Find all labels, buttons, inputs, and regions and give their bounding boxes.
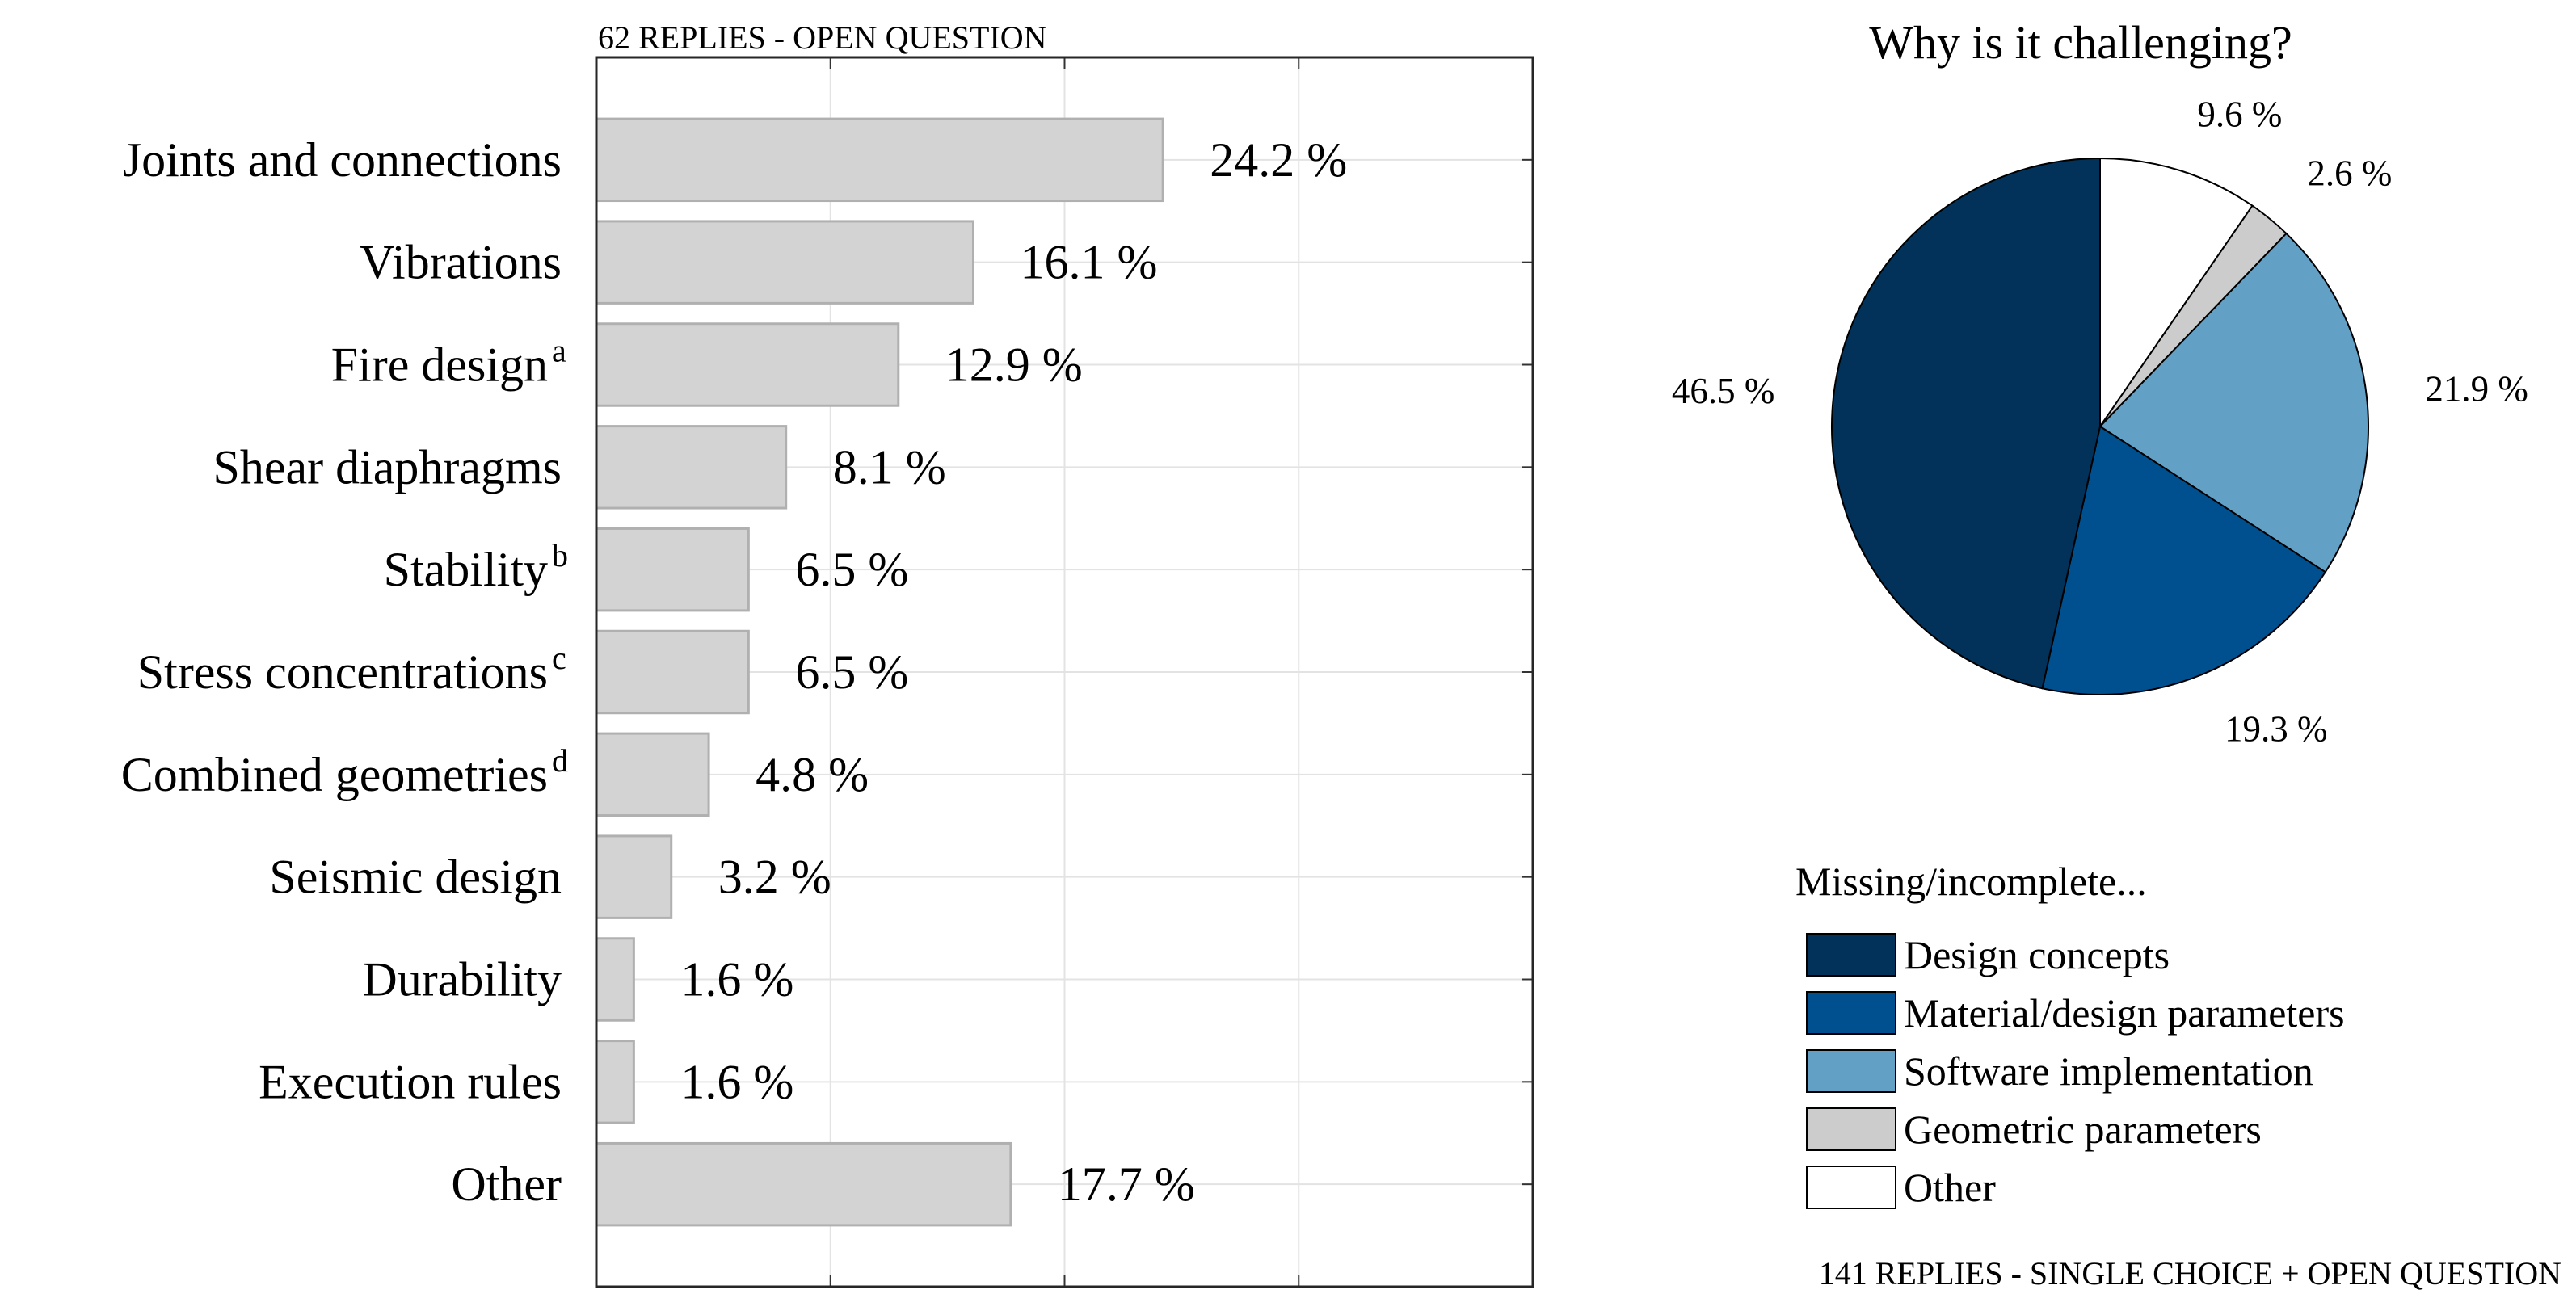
slice-label: 19.3 %	[2225, 709, 2328, 750]
pie-slice	[2041, 425, 2327, 695]
slice-label: 46.5 %	[1672, 371, 1775, 411]
legend-swatch	[1806, 1049, 1896, 1093]
bar-chart-title: 62 REPLIES - OPEN QUESTION	[598, 19, 1047, 56]
value-label: 8.1 %	[833, 440, 946, 494]
bar	[595, 527, 750, 612]
legend-title: Missing/incomplete...	[1795, 859, 2147, 904]
slice-label: 2.6 %	[2307, 153, 2392, 193]
value-label: 6.5 %	[795, 543, 908, 596]
bar	[595, 937, 635, 1022]
bar	[595, 220, 974, 305]
category-label: Execution rules	[259, 1055, 562, 1108]
bar	[595, 1141, 1012, 1227]
bar	[595, 117, 1164, 203]
pie-chart: 9.6 % 2.6 % 21.9 % 19.3 % 46.5 %	[1672, 94, 2528, 749]
value-label: 16.1 %	[1020, 236, 1157, 289]
bar	[595, 629, 750, 715]
legend-label: Software implementation	[1904, 1048, 2313, 1094]
category-label: Combined geometries	[121, 748, 548, 801]
legend-label: Design concepts	[1904, 932, 2170, 977]
legend-label: Other	[1904, 1165, 1996, 1210]
category-label: Stability	[384, 543, 548, 596]
category-label: Durability	[362, 953, 562, 1006]
pie-slice	[1831, 157, 2101, 690]
bar	[595, 1040, 635, 1124]
legend-label: Geometric parameters	[1904, 1107, 2262, 1152]
value-label: 4.8 %	[756, 748, 869, 801]
legend-swatch	[1806, 1166, 1896, 1209]
category-footnote-mark: d	[552, 742, 568, 779]
category-footnote-mark: a	[552, 333, 566, 369]
value-label: 3.2 %	[718, 851, 831, 904]
category-label: Other	[451, 1157, 562, 1211]
category-label: Shear diaphragms	[213, 440, 562, 494]
category-label: Vibrations	[360, 236, 562, 289]
category-footnote-mark: c	[552, 640, 566, 676]
value-label: 1.6 %	[680, 1055, 793, 1108]
pie-slice	[2098, 232, 2370, 573]
category-label: Stress concentrations	[137, 645, 548, 699]
value-label: 17.7 %	[1058, 1157, 1195, 1211]
bar	[595, 732, 710, 817]
bar	[595, 425, 788, 510]
category-label: Joints and connections	[123, 133, 562, 187]
value-label: 12.9 %	[945, 338, 1083, 392]
category-label: Seismic design	[269, 851, 562, 904]
category-footnote-mark: b	[552, 537, 568, 573]
bar	[595, 322, 900, 407]
legend-swatch	[1806, 933, 1896, 977]
slice-label: 9.6 %	[2197, 94, 2282, 134]
pie-footnote: 141 REPLIES - SINGLE CHOICE + OPEN QUEST…	[1819, 1255, 2561, 1292]
bar-chart: 24.2 % Joints and connections 16.1 % Vibrat…	[121, 56, 1534, 1288]
value-label: 1.6 %	[680, 953, 793, 1006]
legend-swatch	[1806, 1107, 1896, 1151]
value-label: 6.5 %	[795, 645, 908, 699]
legend-swatch	[1806, 991, 1896, 1035]
bar	[595, 834, 673, 919]
pie-chart-title: Why is it challenging?	[1869, 16, 2292, 69]
slice-label: 21.9 %	[2425, 369, 2528, 410]
axes-frame	[595, 56, 1534, 1288]
legend: Design concepts Material/design parameter…	[1806, 932, 2345, 1210]
pie-slice	[2099, 157, 2254, 430]
legend-label: Material/design parameters	[1904, 990, 2345, 1036]
category-label: Fire design	[331, 338, 548, 392]
value-label: 24.2 %	[1210, 133, 1347, 187]
